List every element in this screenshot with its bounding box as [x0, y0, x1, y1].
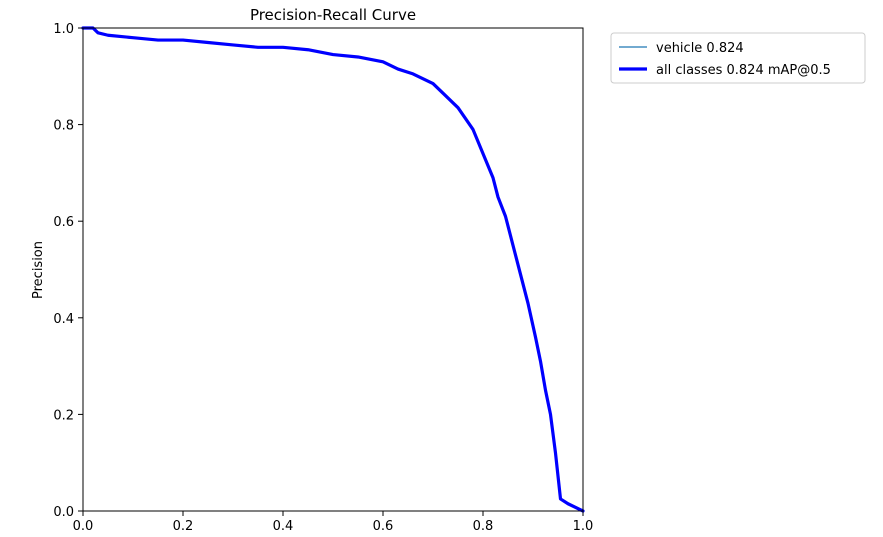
y-axis: 0.0 0.2 0.4 0.6 0.8 1.0 [53, 22, 83, 520]
legend: vehicle 0.824 all classes 0.824 mAP@0.5 [610, 32, 866, 84]
y-tick-label: 0.2 [53, 408, 74, 423]
x-tick-label: 0.0 [73, 519, 94, 534]
x-tick-label: 0.4 [273, 519, 294, 534]
y-tick-label: 0.6 [53, 215, 74, 230]
series-layer [81, 26, 585, 513]
y-tick-label: 0.4 [53, 312, 74, 327]
legend-entry-0: vehicle 0.824 [656, 41, 744, 56]
plot-frame [82, 27, 584, 512]
series-line-1 [81, 26, 585, 513]
legend-entry-1: all classes 0.824 mAP@0.5 [656, 63, 831, 78]
legend-box [610, 32, 866, 84]
series-line-0 [82, 27, 584, 512]
x-axis: 0.0 0.2 0.4 0.6 0.8 1.0 [73, 511, 594, 534]
y-tick-label: 0.0 [53, 505, 74, 520]
y-axis-label: Precision [31, 241, 46, 299]
chart-title: Precision-Recall Curve [250, 6, 416, 24]
x-tick-label: 0.8 [473, 519, 494, 534]
y-tick-label: 0.8 [53, 119, 74, 134]
y-tick-label: 1.0 [53, 22, 74, 37]
x-tick-label: 1.0 [573, 519, 594, 534]
x-tick-label: 0.2 [173, 519, 194, 534]
x-tick-label: 0.6 [373, 519, 394, 534]
